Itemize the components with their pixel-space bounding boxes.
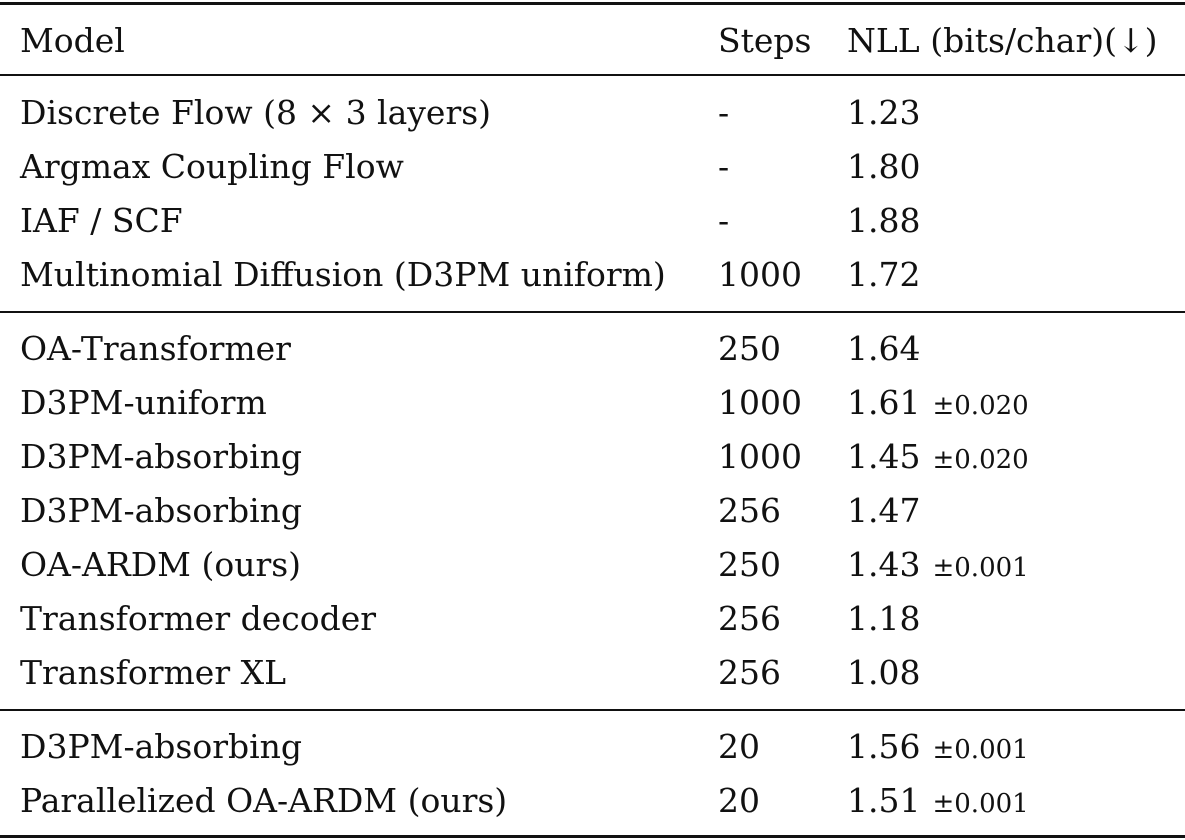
row-nll: 1.18	[847, 592, 932, 649]
row-steps: 1000	[718, 383, 802, 422]
table-row: D3PM-absorbing 1000 1.45 ±0.020	[0, 430, 1185, 484]
row-steps: 1000	[718, 437, 802, 476]
row-steps: 250	[718, 545, 781, 584]
nll-value: 1.45	[847, 437, 921, 476]
header-nll: NLL (bits/char)(↓)	[847, 21, 1158, 60]
top-rule	[0, 2, 1185, 5]
row-model: OA-Transformer	[20, 329, 291, 368]
table-row: OA-ARDM (ours) 250 1.43 ±0.001	[0, 538, 1185, 592]
bottom-rule	[0, 835, 1185, 838]
table-row: Argmax Coupling Flow - 1.80	[0, 140, 1185, 194]
row-steps: 256	[718, 653, 781, 692]
row-steps: 20	[718, 727, 760, 766]
header-model: Model	[20, 21, 125, 60]
nll-value: 1.47	[847, 491, 921, 530]
table-row: D3PM-absorbing 256 1.47	[0, 484, 1185, 538]
table-row: D3PM-absorbing 20 1.56 ±0.001	[0, 720, 1185, 774]
row-nll: 1.51 ±0.001	[847, 774, 1029, 831]
table-row: Discrete Flow (8 × 3 layers) - 1.23	[0, 86, 1185, 140]
row-model: Transformer decoder	[20, 599, 377, 638]
table-row: Transformer decoder 256 1.18	[0, 592, 1185, 646]
table-row: IAF / SCF - 1.88	[0, 194, 1185, 248]
row-nll: 1.64	[847, 322, 932, 379]
nll-value: 1.80	[847, 147, 921, 186]
row-nll: 1.23	[847, 86, 932, 143]
row-model: D3PM-uniform	[20, 383, 267, 422]
row-model: OA-ARDM (ours)	[20, 545, 302, 584]
row-nll: 1.45 ±0.020	[847, 430, 1029, 487]
row-steps: 20	[718, 781, 760, 820]
table-row: OA-Transformer 250 1.64	[0, 322, 1185, 376]
row-nll: 1.56 ±0.001	[847, 720, 1029, 777]
row-nll: 1.08	[847, 646, 932, 703]
row-model: Argmax Coupling Flow	[20, 147, 404, 186]
row-nll: 1.72	[847, 248, 932, 305]
row-model: Transformer XL	[20, 653, 286, 692]
row-nll: 1.88	[847, 194, 932, 251]
nll-value: 1.61	[847, 383, 921, 422]
row-model: Multinomial Diffusion (D3PM uniform)	[20, 255, 666, 294]
row-model: D3PM-absorbing	[20, 437, 303, 476]
nll-std: ±0.020	[932, 391, 1029, 421]
row-nll: 1.43 ±0.001	[847, 538, 1029, 595]
nll-value: 1.51	[847, 781, 921, 820]
row-steps: -	[718, 201, 730, 240]
section-rule	[0, 709, 1185, 711]
row-nll: 1.47	[847, 484, 932, 541]
table-row: Multinomial Diffusion (D3PM uniform) 100…	[0, 248, 1185, 302]
header-steps: Steps	[718, 21, 812, 60]
nll-value: 1.08	[847, 653, 921, 692]
header-row: Model Steps NLL (bits/char)(↓)	[0, 14, 1185, 68]
row-model: IAF / SCF	[20, 201, 183, 240]
nll-std: ±0.001	[932, 789, 1029, 819]
table-row: D3PM-uniform 1000 1.61 ±0.020	[0, 376, 1185, 430]
nll-value: 1.43	[847, 545, 921, 584]
row-steps: 250	[718, 329, 781, 368]
row-steps: 256	[718, 491, 781, 530]
section-rule	[0, 311, 1185, 313]
row-model: D3PM-absorbing	[20, 491, 303, 530]
table-row: Parallelized OA-ARDM (ours) 20 1.51 ±0.00…	[0, 774, 1185, 828]
row-steps: -	[718, 147, 730, 186]
nll-std: ±0.001	[932, 735, 1029, 765]
nll-value: 1.56	[847, 727, 921, 766]
row-model: D3PM-absorbing	[20, 727, 303, 766]
nll-std: ±0.001	[932, 553, 1029, 583]
nll-value: 1.72	[847, 255, 921, 294]
row-nll: 1.61 ±0.020	[847, 376, 1029, 433]
row-nll: 1.80	[847, 140, 932, 197]
nll-value: 1.18	[847, 599, 921, 638]
nll-value: 1.88	[847, 201, 921, 240]
table-row: Transformer XL 256 1.08	[0, 646, 1185, 700]
nll-value: 1.23	[847, 93, 921, 132]
row-steps: 256	[718, 599, 781, 638]
header-rule	[0, 74, 1185, 76]
row-steps: 1000	[718, 255, 802, 294]
row-model: Discrete Flow (8 × 3 layers)	[20, 93, 492, 132]
nll-std: ±0.020	[932, 445, 1029, 475]
row-model: Parallelized OA-ARDM (ours)	[20, 781, 508, 820]
row-steps: -	[718, 93, 730, 132]
nll-value: 1.64	[847, 329, 921, 368]
